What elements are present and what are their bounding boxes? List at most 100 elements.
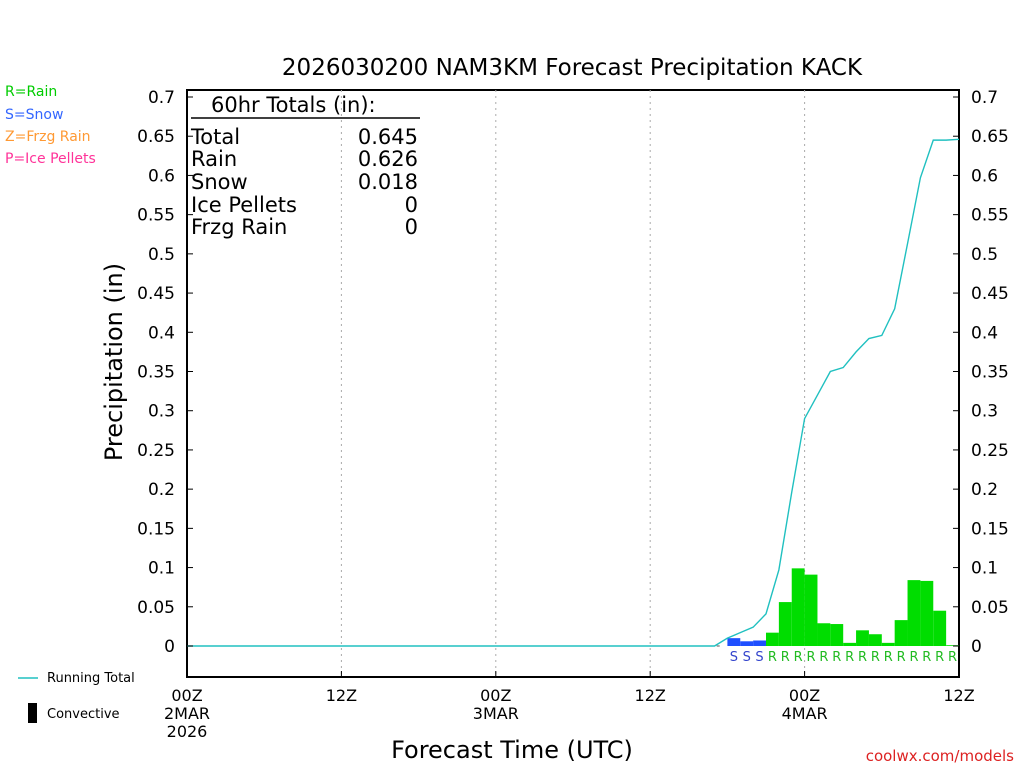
x-tick-label: 00Z [789,686,820,705]
precip-bar-54h [881,642,895,646]
y-tick-label-right: 0.3 [971,402,998,422]
y-tick-label-left: 0.5 [148,245,175,265]
precip-bar-44h [753,640,766,646]
y-tick-label-right: 0 [971,637,982,657]
y-tick-label-left: 0.65 [137,127,175,147]
y-tick-label-left: 0.35 [137,363,175,383]
x-tick-label: 4MAR [782,704,828,723]
y-tick-label-left: 0 [164,637,175,657]
precip-bar-42h [727,638,741,646]
precip-bar-53h [868,634,882,646]
precip-bar-43h [740,641,754,646]
precip-bar-57h [920,580,934,646]
totals-value-ice-pellets: 0 [405,193,418,217]
precip-type-label-53h: R [871,650,880,665]
precip-type-label-50h: R [832,650,841,665]
x-tick-label: 2MAR [164,704,210,723]
precip-type-legend: R=Rain S=Snow Z=Frzg Rain P=Ice Pellets [5,84,96,167]
y-tick-label-left: 0.45 [137,284,175,304]
y-tick-label-left: 0.05 [137,598,175,618]
watermark: coolwx.com/models [866,747,1014,765]
precip-bar-45h [766,632,779,646]
y-tick-label-left: 0.6 [148,166,175,186]
y-tick-label-right: 0.55 [971,206,1009,226]
running-total-legend-label: Running Total [47,671,135,686]
precip-bar-59h [946,645,959,646]
precip-bar-47h [791,568,805,646]
x-tick-label: 00Z [480,686,511,705]
x-tick-label: 2026 [167,722,208,741]
totals-value-snow: 0.018 [358,170,418,194]
totals-label-total: Total [190,125,240,149]
x-tick-label: 3MAR [473,704,519,723]
y-tick-label-left: 0.4 [148,323,175,343]
precip-type-label-49h: R [819,650,828,665]
precip-type-label-55h: R [897,650,906,665]
y-tick-label-left: 0.7 [148,88,175,108]
y-tick-label-right: 0.4 [971,323,998,343]
x-axis-label: Forecast Time (UTC) [391,736,633,764]
precip-bar-50h [830,624,844,646]
precip-type-label-51h: R [845,650,854,665]
precip-type-label-47h: R [794,650,803,665]
legend-snow: S=Snow [5,107,63,123]
y-tick-label-left: 0.55 [137,206,175,226]
x-tick-label: 12Z [943,686,974,705]
y-tick-label-right: 0.35 [971,363,1009,383]
precip-type-label-45h: R [768,650,777,665]
series-legend: Running Total Convective [18,671,135,723]
gridlines [194,90,806,677]
precip-bar-48h [804,574,818,646]
totals-label-ice-pellets: Ice Pellets [191,193,297,217]
totals-label-snow: Snow [191,170,248,194]
precip-type-label-44h: S [755,650,763,665]
y-tick-label-right: 0.2 [971,480,998,500]
precip-bar-49h [817,623,831,646]
precip-type-label-48h: R [807,650,816,665]
y-axis-ticks: 0 00.05 0.050.1 0.10.15 0.150.2 0.20.25 0.250.… [137,88,1009,657]
y-tick-label-left: 0.15 [137,519,175,539]
y-tick-label-right: 0.25 [971,441,1009,461]
precip-type-label-52h: R [858,650,867,665]
convective-legend-label: Convective [47,707,120,722]
x-tick-label: 12Z [326,686,357,705]
x-tick-label: 00Z [171,686,202,705]
y-tick-label-right: 0.1 [971,559,998,579]
totals-header: 60hr Totals (in): [211,93,376,117]
precip-type-label-58h: R [935,650,944,665]
precip-type-label-56h: R [909,650,918,665]
precip-type-label-59h: R [948,650,957,665]
y-tick-label-left: 0.3 [148,402,175,422]
running-total-line [187,138,960,647]
plot-frame [186,89,960,678]
precip-bar-52h [856,630,869,646]
legend-rain: R=Rain [5,84,57,100]
y-tick-label-left: 0.1 [148,559,175,579]
legend-frzg-rain: Z=Frzg Rain [5,129,91,145]
y-tick-label-right: 0.45 [971,284,1009,304]
totals-value-total: 0.645 [358,125,418,149]
precip-type-label-57h: R [922,650,931,665]
y-tick-label-right: 0.5 [971,245,998,265]
x-tick-label: 12Z [635,686,666,705]
convective-legend-swatch [28,703,37,723]
precip-bar-55h [894,620,908,646]
y-axis-label: Precipitation (in) [100,263,128,461]
hourly-precip-bars [727,568,959,646]
y-tick-label-right: 0.6 [971,166,998,186]
precip-type-label-46h: R [781,650,790,665]
precip-type-label-54h: R [884,650,893,665]
y-tick-label-left: 0.2 [148,480,175,500]
running-total-series [187,138,960,647]
y-tick-label-right: 0.05 [971,598,1009,618]
precip-type-label-42h: S [730,650,738,665]
precip-bar-51h [843,642,857,646]
totals-label-rain: Rain [191,147,237,171]
precip-bar-46h [778,602,792,646]
chart-title: 2026030200 NAM3KM Forecast Precipitation… [282,55,863,81]
y-tick-label-left: 0.25 [137,441,175,461]
precip-bar-58h [933,610,947,646]
